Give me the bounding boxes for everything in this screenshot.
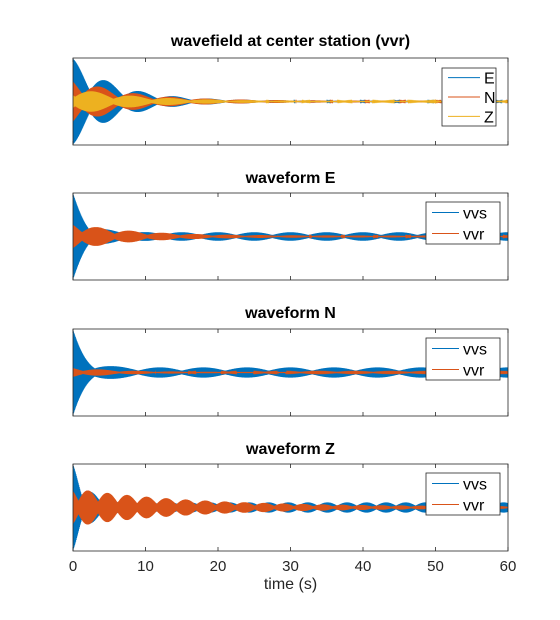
x-tick-label: 30 bbox=[282, 558, 299, 575]
subplot-4: waveform Z vvs vvr 0 10 20 30 40 50 60 time (s) bbox=[69, 441, 517, 593]
legend-box bbox=[425, 201, 501, 245]
legend-label-vvs: vvs bbox=[463, 342, 487, 359]
subplot-title: waveform N bbox=[244, 305, 336, 322]
x-tick-label: 0 bbox=[69, 558, 77, 575]
legend: vvs vvr bbox=[425, 337, 501, 381]
legend-label-vvr: vvr bbox=[463, 227, 485, 244]
legend-label-vvs: vvs bbox=[463, 477, 487, 494]
series-line-Z bbox=[73, 91, 508, 112]
legend-label-Z: Z bbox=[484, 109, 494, 126]
legend: vvs vvr bbox=[425, 201, 501, 245]
x-tick-label: 20 bbox=[210, 558, 227, 575]
legend-label-N: N bbox=[484, 90, 496, 107]
x-tick-label: 10 bbox=[137, 558, 154, 575]
subplot-title: wavefield at center station (vvr) bbox=[170, 33, 410, 50]
x-tick-label: 40 bbox=[355, 558, 372, 575]
subplot-1: wavefield at center station (vvr) ENZ bbox=[72, 33, 509, 146]
x-tick-label: 50 bbox=[427, 558, 444, 575]
subplot-title: waveform E bbox=[245, 170, 336, 187]
legend-label-vvr: vvr bbox=[463, 363, 485, 380]
legend-label-vvs: vvs bbox=[463, 206, 487, 223]
legend-box bbox=[425, 337, 501, 381]
legend-label-E: E bbox=[484, 71, 495, 88]
x-tick-label: 60 bbox=[500, 558, 517, 575]
legend: vvs vvr bbox=[425, 472, 501, 516]
x-axis-label: time (s) bbox=[264, 576, 317, 593]
subplot-2: waveform E vvs vvr bbox=[72, 170, 509, 281]
subplot-3: waveform N vvs vvr bbox=[72, 305, 509, 417]
legend-box bbox=[425, 472, 501, 516]
legend-label-vvr: vvr bbox=[463, 498, 485, 515]
legend: ENZ bbox=[441, 67, 497, 127]
subplot-title: waveform Z bbox=[245, 441, 335, 458]
